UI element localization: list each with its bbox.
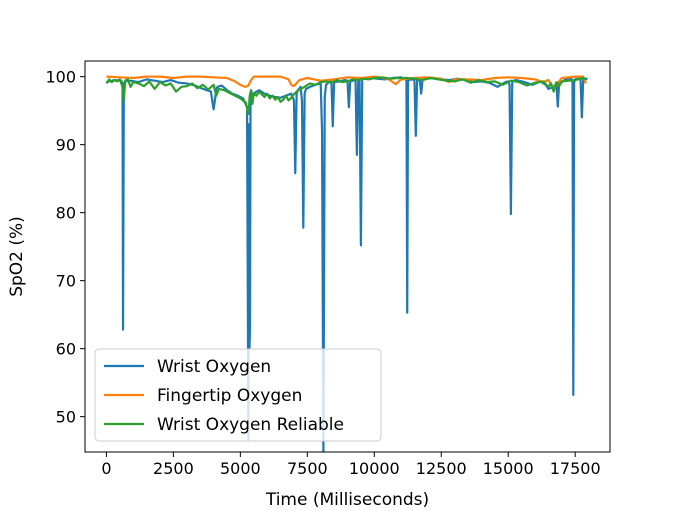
x-axis-label: Time (Milliseconds): [265, 490, 429, 507]
plot-frame: [84, 60, 611, 453]
legend-label: Wrist Oxygen: [157, 357, 271, 377]
x-tick-label: 10000: [349, 459, 400, 478]
legend-label: Fingertip Oxygen: [157, 386, 302, 406]
x-tick-label: 0: [101, 459, 111, 478]
series-line-3: [105, 76, 587, 116]
x-tick-label: 17500: [550, 459, 601, 478]
y-tick-label: 70: [56, 272, 76, 291]
legend: Wrist Oxygen Fingertip Oxygen Wrist Oxygen…: [94, 348, 382, 442]
x-tick-label: 7500: [287, 459, 328, 478]
y-tick-label: 100: [45, 68, 76, 87]
x-tick-label: 2500: [153, 459, 194, 478]
legend-label: Wrist Oxygen Reliable: [157, 415, 344, 435]
y-tick-label: 60: [56, 340, 76, 359]
x-tick-label: 12500: [416, 459, 467, 478]
y-axis-label: SpO2 (%): [7, 216, 27, 297]
y-tick-label: 80: [56, 204, 76, 223]
series-line-2: [106, 75, 587, 90]
y-tick-label: 90: [56, 136, 76, 155]
series-layer: [105, 75, 589, 452]
legend-box: [94, 348, 382, 442]
ticks-layer: 0 2500 5000 7500 10000 12500 15000 17500 50 60 70 8…: [45, 68, 600, 478]
x-tick-label: 5000: [220, 459, 261, 478]
y-tick-label: 50: [56, 408, 76, 427]
x-tick-label: 15000: [483, 459, 534, 478]
